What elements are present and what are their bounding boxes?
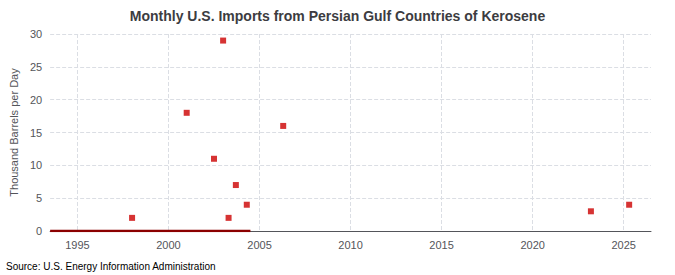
svg-text:20: 20 — [30, 94, 42, 106]
svg-text:Thousand Barrels per Day: Thousand Barrels per Day — [8, 68, 20, 197]
svg-text:15: 15 — [30, 127, 42, 139]
svg-text:5: 5 — [36, 192, 42, 204]
svg-text:2025: 2025 — [611, 239, 635, 251]
svg-text:30: 30 — [30, 28, 42, 40]
svg-text:0: 0 — [36, 225, 42, 237]
svg-text:2000: 2000 — [156, 239, 180, 251]
svg-text:2020: 2020 — [520, 239, 544, 251]
svg-text:Source: U.S. Energy Informatio: Source: U.S. Energy Information Administ… — [6, 261, 216, 272]
svg-text:Monthly U.S. Imports from Pers: Monthly U.S. Imports from Persian Gulf C… — [130, 8, 546, 24]
svg-text:25: 25 — [30, 61, 42, 73]
svg-text:10: 10 — [30, 159, 42, 171]
svg-text:2010: 2010 — [338, 239, 362, 251]
svg-text:2015: 2015 — [429, 239, 453, 251]
svg-text:1995: 1995 — [65, 239, 89, 251]
svg-text:2005: 2005 — [247, 239, 271, 251]
